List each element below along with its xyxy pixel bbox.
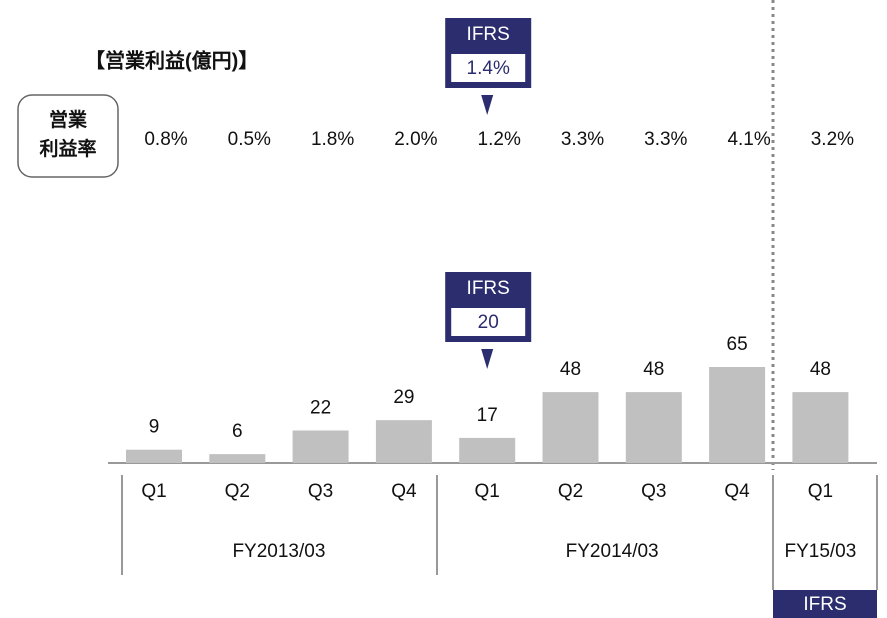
value-label: 65 <box>727 334 748 355</box>
bar <box>459 437 516 463</box>
callout-label: IFRS <box>467 278 510 299</box>
x-tick-label: Q2 <box>225 481 250 502</box>
value-label: 9 <box>149 417 160 438</box>
x-tick-label: Q3 <box>641 481 666 502</box>
bar <box>375 420 432 463</box>
value-label: 48 <box>643 359 664 380</box>
value-label: 6 <box>232 421 243 442</box>
bar <box>709 366 766 463</box>
bar <box>292 430 349 463</box>
callout-inner <box>451 54 526 82</box>
badge-label: IFRS <box>803 594 846 615</box>
x-tick-label: Q4 <box>724 481 750 502</box>
bar <box>126 449 182 463</box>
callout-pointer <box>481 95 494 115</box>
margin-label-box <box>17 94 119 178</box>
margin-value: 4.1% <box>727 129 770 150</box>
bar <box>209 454 266 463</box>
bar <box>625 392 682 463</box>
x-tick-label: Q4 <box>391 481 417 502</box>
callout-pointer <box>481 349 494 369</box>
value-label: 17 <box>477 405 498 426</box>
margin-label: 営業 <box>49 108 88 131</box>
margin-value: 3.3% <box>561 129 604 150</box>
chart-title: 【営業利益(億円)】 <box>85 48 258 72</box>
value-label: 22 <box>310 398 331 419</box>
margin-value: 3.2% <box>811 129 854 150</box>
value-label: 29 <box>393 387 414 408</box>
x-tick-label: Q1 <box>475 481 500 502</box>
bar <box>542 392 599 463</box>
badge <box>773 590 877 618</box>
x-tick-label: Q2 <box>558 481 583 502</box>
callout-inner <box>451 308 526 336</box>
callout-label: IFRS <box>467 24 510 45</box>
bar <box>792 392 849 463</box>
margin-value: 3.3% <box>644 129 687 150</box>
margin-label: 利益率 <box>39 137 96 160</box>
margin-value: 1.8% <box>311 129 354 150</box>
group-label: FY15/03 <box>784 541 856 562</box>
x-tick-label: Q3 <box>308 481 333 502</box>
value-label: 48 <box>560 359 581 380</box>
x-tick-label: Q1 <box>141 481 166 502</box>
margin-value: 0.5% <box>228 129 271 150</box>
margin-value: 0.8% <box>144 129 187 150</box>
value-label: 48 <box>810 359 831 380</box>
group-label: FY2013/03 <box>232 541 325 562</box>
group-label: FY2014/03 <box>566 541 659 562</box>
margin-value: 1.2% <box>478 129 521 150</box>
margin-value: 2.0% <box>394 129 437 150</box>
x-tick-label: Q1 <box>808 481 833 502</box>
callout-value: 20 <box>478 312 499 333</box>
callout-value: 1.4% <box>467 58 510 79</box>
